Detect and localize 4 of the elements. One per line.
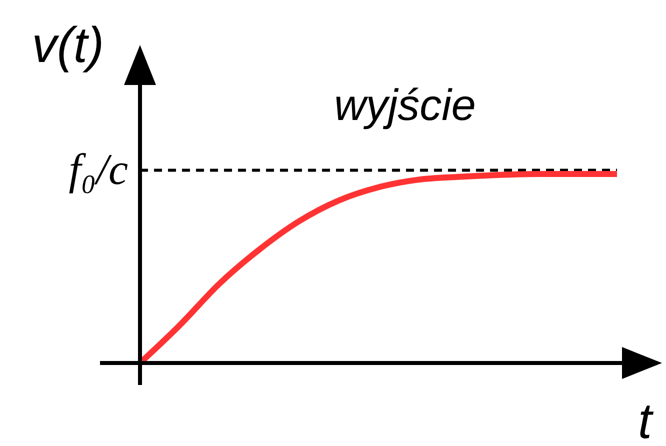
x-axis-title: t bbox=[638, 393, 654, 446]
ref-line-label: f₀/c bbox=[68, 145, 128, 194]
text: wyjście bbox=[334, 81, 476, 130]
y-axis-title: v(t) bbox=[32, 17, 104, 73]
